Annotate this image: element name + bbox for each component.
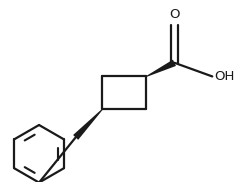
Polygon shape <box>146 60 176 77</box>
Text: O: O <box>169 8 180 21</box>
Polygon shape <box>73 109 103 140</box>
Text: OH: OH <box>214 70 235 83</box>
